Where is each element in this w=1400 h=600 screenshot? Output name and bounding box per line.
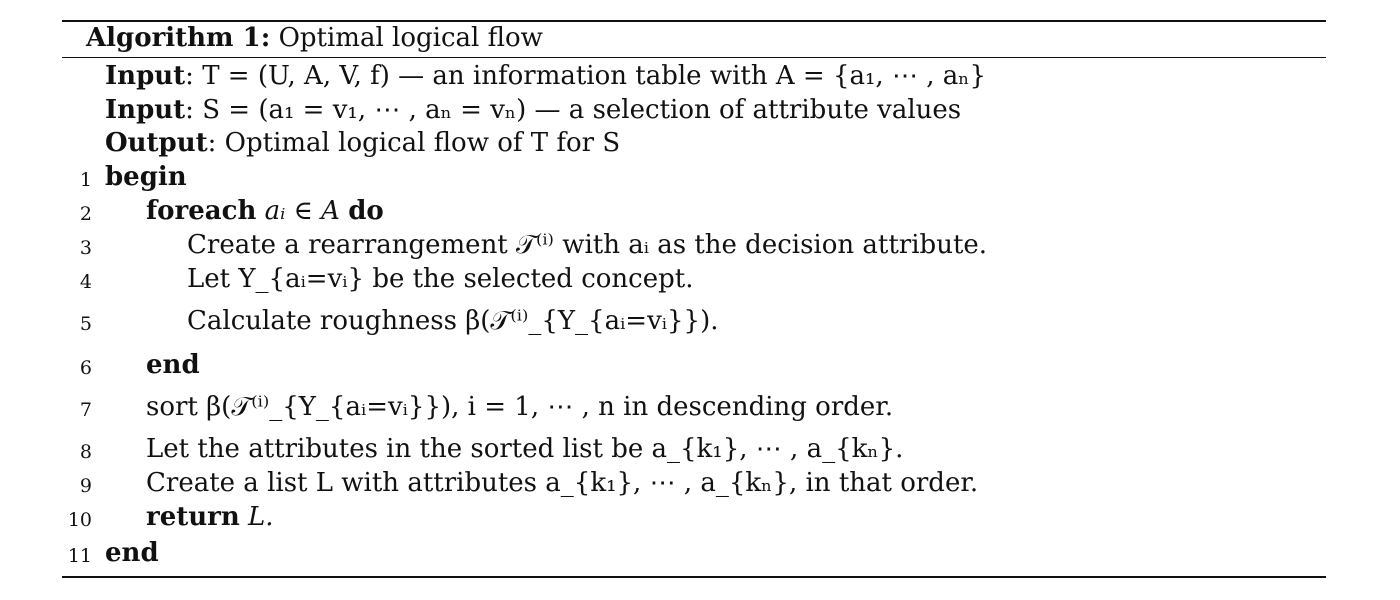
line-number: 3 — [79, 237, 92, 259]
caption-rule — [62, 57, 1326, 58]
line-keyword: end — [105, 538, 159, 568]
line-keyword: begin — [105, 162, 187, 192]
line-keyword: end — [146, 350, 200, 380]
line-number: 1 — [79, 169, 92, 191]
line-text: aᵢ ∈ A — [264, 196, 340, 226]
algorithm-line: 1 begin — [0, 162, 1400, 196]
algorithm-line: 5 Calculate roughness β(𝒯⁽ⁱ⁾_{Y_{aᵢ=vᵢ}}… — [0, 306, 1400, 340]
caption-title: Optimal logical flow — [278, 23, 543, 53]
algorithm-caption: Algorithm 1: Optimal logical flow — [86, 23, 543, 53]
line-keyword: foreach — [146, 196, 257, 226]
output-keyword: Output — [105, 128, 208, 158]
output-line: Output: Optimal logical flow of T for S — [0, 128, 1400, 162]
algorithm-line: 4 Let Y_{aᵢ=vᵢ} be the selected concept. — [0, 264, 1400, 298]
line-text: L. — [248, 502, 274, 532]
line-text: Create a rearrangement 𝒯⁽ⁱ⁾ with aᵢ as t… — [187, 230, 988, 260]
line-keyword-2: do — [348, 196, 384, 226]
algorithm-line: 6 end — [0, 350, 1400, 384]
bottom-rule — [62, 576, 1326, 578]
line-number: 9 — [79, 475, 92, 497]
algorithm-line: 11 end — [0, 538, 1400, 572]
algorithm-line: 3 Create a rearrangement 𝒯⁽ⁱ⁾ with aᵢ as… — [0, 230, 1400, 264]
input-text: : T = (U, A, V, f) — an information tabl… — [185, 61, 987, 91]
input-text: : S = (a₁ = v₁, ⋯ , aₙ = vₙ) — a selecti… — [185, 95, 962, 125]
line-text: Create a list L with attributes a_{k₁}, … — [146, 468, 979, 498]
line-number: 2 — [79, 203, 92, 225]
output-text: : Optimal logical flow of T for S — [207, 128, 621, 158]
line-number: 6 — [79, 357, 92, 379]
line-text: Calculate roughness β(𝒯⁽ⁱ⁾_{Y_{aᵢ=vᵢ}}). — [187, 306, 719, 336]
line-text: sort β(𝒯⁽ⁱ⁾_{Y_{aᵢ=vᵢ}}), i = 1, ⋯ , n i… — [146, 392, 894, 422]
line-number: 4 — [79, 271, 92, 293]
line-keyword: return — [146, 502, 240, 532]
algorithm-line: 8 Let the attributes in the sorted list … — [0, 434, 1400, 468]
line-number: 11 — [67, 545, 92, 567]
top-rule — [62, 20, 1326, 22]
algorithm-line: 10 return L. — [0, 502, 1400, 536]
input-keyword: Input — [105, 95, 186, 125]
input-line-1: Input: T = (U, A, V, f) — an information… — [0, 61, 1400, 95]
line-number: 10 — [67, 509, 92, 531]
algorithm-line: 7 sort β(𝒯⁽ⁱ⁾_{Y_{aᵢ=vᵢ}}), i = 1, ⋯ , n… — [0, 392, 1400, 426]
line-text: Let Y_{aᵢ=vᵢ} be the selected concept. — [187, 264, 694, 294]
line-number: 5 — [79, 313, 92, 335]
input-line-2: Input: S = (a₁ = v₁, ⋯ , aₙ = vₙ) — a se… — [0, 95, 1400, 129]
line-text: Let the attributes in the sorted list be… — [146, 434, 904, 464]
line-number: 7 — [79, 399, 92, 421]
caption-label: Algorithm 1: — [86, 23, 271, 53]
line-number: 8 — [79, 441, 92, 463]
algorithm-line: 9 Create a list L with attributes a_{k₁}… — [0, 468, 1400, 502]
algorithm-line: 2 foreach aᵢ ∈ A do — [0, 196, 1400, 230]
input-keyword: Input — [105, 61, 186, 91]
